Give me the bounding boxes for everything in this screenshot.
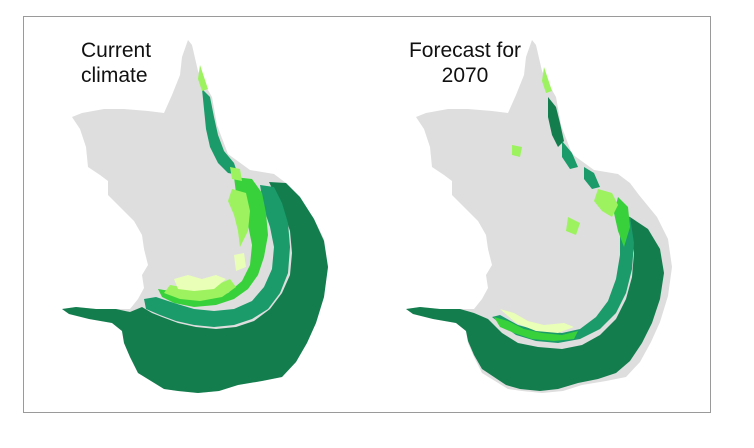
panel-title-forecast-line1: Forecast for <box>408 39 522 62</box>
panel-title-current-line2: climate <box>81 64 148 87</box>
suitability-north <box>202 89 238 175</box>
panel-title-forecast: Forecast for 2070 <box>390 38 540 88</box>
suitability-pale <box>174 253 246 291</box>
suitability-north-light <box>198 65 242 181</box>
suitability-darkest <box>406 217 664 391</box>
suitability-north <box>548 97 564 147</box>
suitability-pale <box>500 309 574 333</box>
suitability-darkest <box>62 182 328 393</box>
map-current-svg <box>62 40 328 393</box>
suitability-north-light <box>512 67 552 157</box>
figure-frame: Current climate Forecast for 2070 <box>23 16 711 413</box>
panel-title-forecast-line2: 2070 <box>441 64 489 87</box>
panel-title-current: Current climate <box>81 38 151 88</box>
map-panel-current: Current climate <box>24 17 368 414</box>
suitability-bright <box>494 197 630 341</box>
map-panel-forecast: Forecast for 2070 <box>368 17 712 414</box>
map-forecast-svg <box>406 40 672 393</box>
suitability-light <box>164 189 250 301</box>
suitability-dark <box>144 185 290 327</box>
suitability-north-mid <box>562 141 600 189</box>
suitability-light <box>566 189 618 235</box>
panel-title-current-line1: Current <box>81 39 152 62</box>
